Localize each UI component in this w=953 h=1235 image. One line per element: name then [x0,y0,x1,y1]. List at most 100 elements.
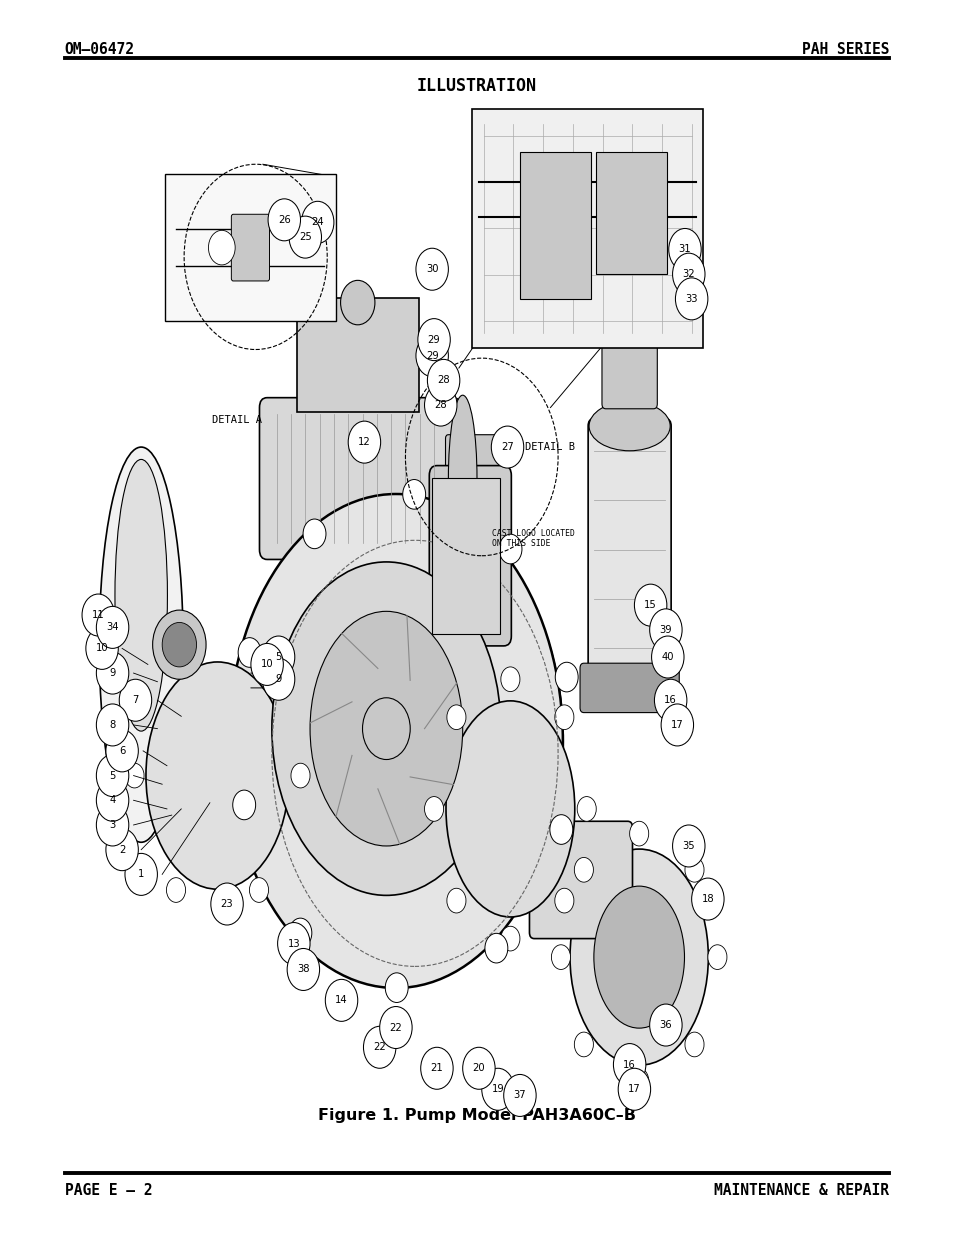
Text: 27: 27 [500,442,514,452]
Circle shape [672,253,704,295]
Text: 37: 37 [513,1091,526,1100]
Text: 9: 9 [275,674,281,684]
FancyBboxPatch shape [596,152,666,274]
Text: PAH SERIES: PAH SERIES [801,42,888,57]
Circle shape [289,918,312,947]
Text: PAGE E – 2: PAGE E – 2 [65,1183,152,1198]
Circle shape [379,1007,412,1049]
Circle shape [106,829,138,871]
Text: 10: 10 [260,659,274,669]
Text: 7: 7 [132,695,138,705]
Text: 19: 19 [491,1084,504,1094]
Circle shape [668,228,700,270]
Circle shape [385,973,408,1003]
Ellipse shape [448,395,476,562]
Text: 23: 23 [220,899,233,909]
Circle shape [500,667,519,692]
Circle shape [96,755,129,797]
Text: 13: 13 [287,939,300,948]
Circle shape [262,658,294,700]
Circle shape [654,679,686,721]
Circle shape [618,1068,650,1110]
Circle shape [301,201,334,243]
Text: 40: 40 [660,652,674,662]
Text: 21: 21 [430,1063,443,1073]
Circle shape [96,704,129,746]
Circle shape [167,648,185,673]
Text: 11: 11 [91,610,105,620]
Circle shape [162,622,196,667]
FancyBboxPatch shape [124,742,223,809]
Circle shape [649,1004,681,1046]
Text: DETAIL B: DETAIL B [524,442,574,452]
Circle shape [684,857,703,882]
Circle shape [427,359,459,401]
FancyBboxPatch shape [231,215,269,282]
Circle shape [416,335,448,377]
Circle shape [125,763,144,788]
FancyBboxPatch shape [529,821,632,939]
Ellipse shape [570,850,707,1065]
Circle shape [233,790,255,820]
Circle shape [629,1068,648,1093]
Text: ILLUSTRATION: ILLUSTRATION [416,77,537,95]
Text: 6: 6 [119,746,125,756]
Text: 29: 29 [425,351,438,361]
Ellipse shape [593,887,683,1028]
Circle shape [551,945,570,969]
FancyBboxPatch shape [472,109,702,348]
Circle shape [629,821,648,846]
Text: 24: 24 [311,217,324,227]
FancyBboxPatch shape [296,298,418,412]
Text: 34: 34 [106,622,119,632]
Circle shape [691,878,723,920]
Text: 10: 10 [95,643,109,653]
Text: 36: 36 [659,1020,672,1030]
Circle shape [250,878,269,903]
Text: 18: 18 [700,894,714,904]
Text: 14: 14 [335,995,348,1005]
Text: 15: 15 [643,600,657,610]
Circle shape [152,610,206,679]
Circle shape [106,730,138,772]
Circle shape [96,606,129,648]
Circle shape [555,662,578,692]
Circle shape [675,278,707,320]
Circle shape [251,643,283,685]
FancyBboxPatch shape [601,343,657,409]
Circle shape [574,1032,593,1057]
Circle shape [96,652,129,694]
Text: 3: 3 [110,820,115,830]
Circle shape [291,763,310,788]
Text: 22: 22 [389,1023,402,1032]
Circle shape [416,248,448,290]
Circle shape [555,888,574,913]
Circle shape [549,815,572,845]
Circle shape [238,637,261,667]
Text: 17: 17 [627,1084,640,1094]
Circle shape [363,1026,395,1068]
Circle shape [577,797,596,821]
Circle shape [166,878,185,903]
Circle shape [498,535,521,564]
Circle shape [555,705,574,730]
Circle shape [287,948,319,990]
Text: 28: 28 [436,375,450,385]
Circle shape [303,519,326,548]
Circle shape [289,216,321,258]
Text: CAST LOGO LOCATED
ON THIS SIDE: CAST LOGO LOCATED ON THIS SIDE [492,529,575,548]
Text: 16: 16 [663,695,677,705]
FancyBboxPatch shape [579,663,679,713]
Ellipse shape [446,701,574,916]
Text: 28: 28 [434,400,447,410]
Text: 5: 5 [110,771,115,781]
Text: 30: 30 [425,264,438,274]
Text: MAINTENANCE & REPAIR: MAINTENANCE & REPAIR [714,1183,888,1198]
Circle shape [82,594,114,636]
Circle shape [613,1044,645,1086]
Circle shape [481,1068,514,1110]
Text: 22: 22 [373,1042,386,1052]
Circle shape [446,888,465,913]
FancyBboxPatch shape [165,174,335,321]
Text: 1: 1 [138,869,144,879]
